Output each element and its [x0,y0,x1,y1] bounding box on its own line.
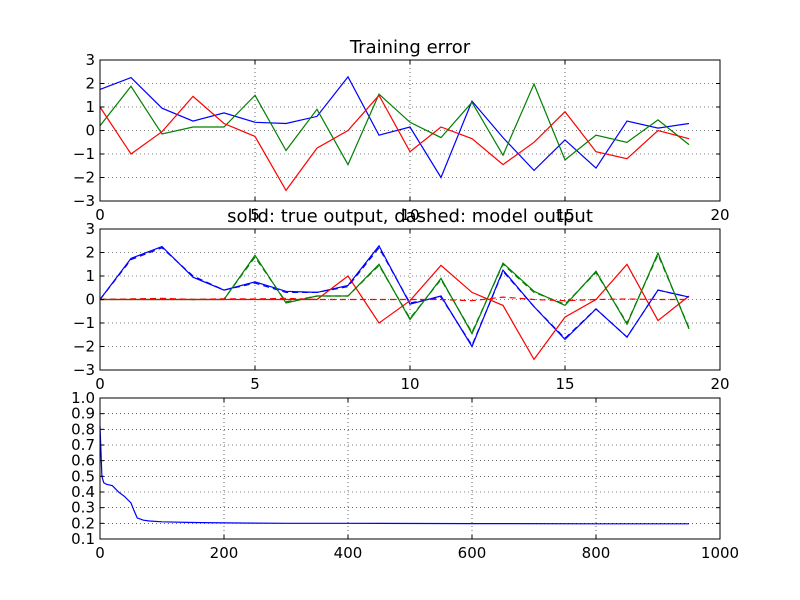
subplot-2: 0 5 10 15 20 −3 −2 −1 0 1 2 3 solid: true output, da… [73,206,730,393]
x-tick-label: 1000 [701,544,739,562]
x-tick-label: 200 [210,544,239,562]
y-tick-label: 3 [85,51,95,69]
y-tick-label: 2 [85,244,95,262]
subplot-3: 0 200 400 600 800 10000.10.20.30.40.50.60.70.… [71,389,739,562]
y-tick-label: 0.9 [71,405,95,423]
y-tick-label: 1.0 [71,389,95,407]
subplot-1: 0 5 10 15 20 −3 −2 −1 0 1 2 3 Training error [73,37,730,224]
y-tick-label: 1 [85,267,95,285]
y-tick-label: 1 [85,98,95,116]
y-tick-label: −1 [73,145,95,163]
y-tick-label: 3 [85,220,95,238]
y-tick-label: 0.8 [71,420,95,438]
x-tick-label: 20 [710,206,729,224]
y-tick-label: 0.6 [71,452,95,470]
series-line-3 [100,263,690,361]
series-line-4 [99,246,690,347]
y-tick-label: −2 [73,338,95,356]
chart-title: solid: true output, dashed: model output [227,206,593,227]
series-line-1 [99,75,690,179]
x-tick-label: 15 [555,375,574,393]
y-tick-label: 0.7 [71,436,95,454]
y-tick-label: 0.3 [71,499,95,517]
series-line-3 [99,94,690,192]
y-tick-label: 0.5 [71,467,95,485]
x-tick-label: 400 [334,544,363,562]
x-tick-label: 10 [400,375,419,393]
x-tick-label: 600 [458,544,487,562]
x-tick-label: 800 [582,544,611,562]
y-tick-label: 0.2 [71,514,95,532]
x-tick-label: 0 [95,544,105,562]
chart-title: Training error [349,37,471,58]
y-tick-label: 0 [85,122,95,140]
series-line-2 [99,82,690,166]
x-tick-label: 0 [95,206,105,224]
y-tick-label: 0.1 [71,530,95,548]
series-line-1 [99,244,690,348]
x-tick-label: 5 [250,206,260,224]
series-line-6 [99,296,689,302]
y-tick-label: 2 [85,75,95,93]
y-tick-label: 0.4 [71,483,95,501]
series-line-1 [99,426,689,525]
y-tick-label: −3 [73,192,95,210]
y-tick-label: −2 [73,169,95,187]
y-tick-label: 0 [85,291,95,309]
series-line-2 [100,251,690,335]
x-tick-label: 20 [710,375,729,393]
series-line-5 [99,253,690,334]
x-tick-label: 0 [95,375,105,393]
y-tick-label: −3 [73,361,95,379]
x-tick-label: 10 [400,206,419,224]
x-tick-label: 15 [555,206,574,224]
axes-frame [99,397,721,540]
x-tick-label: 5 [250,375,260,393]
y-tick-label: −1 [73,314,95,332]
